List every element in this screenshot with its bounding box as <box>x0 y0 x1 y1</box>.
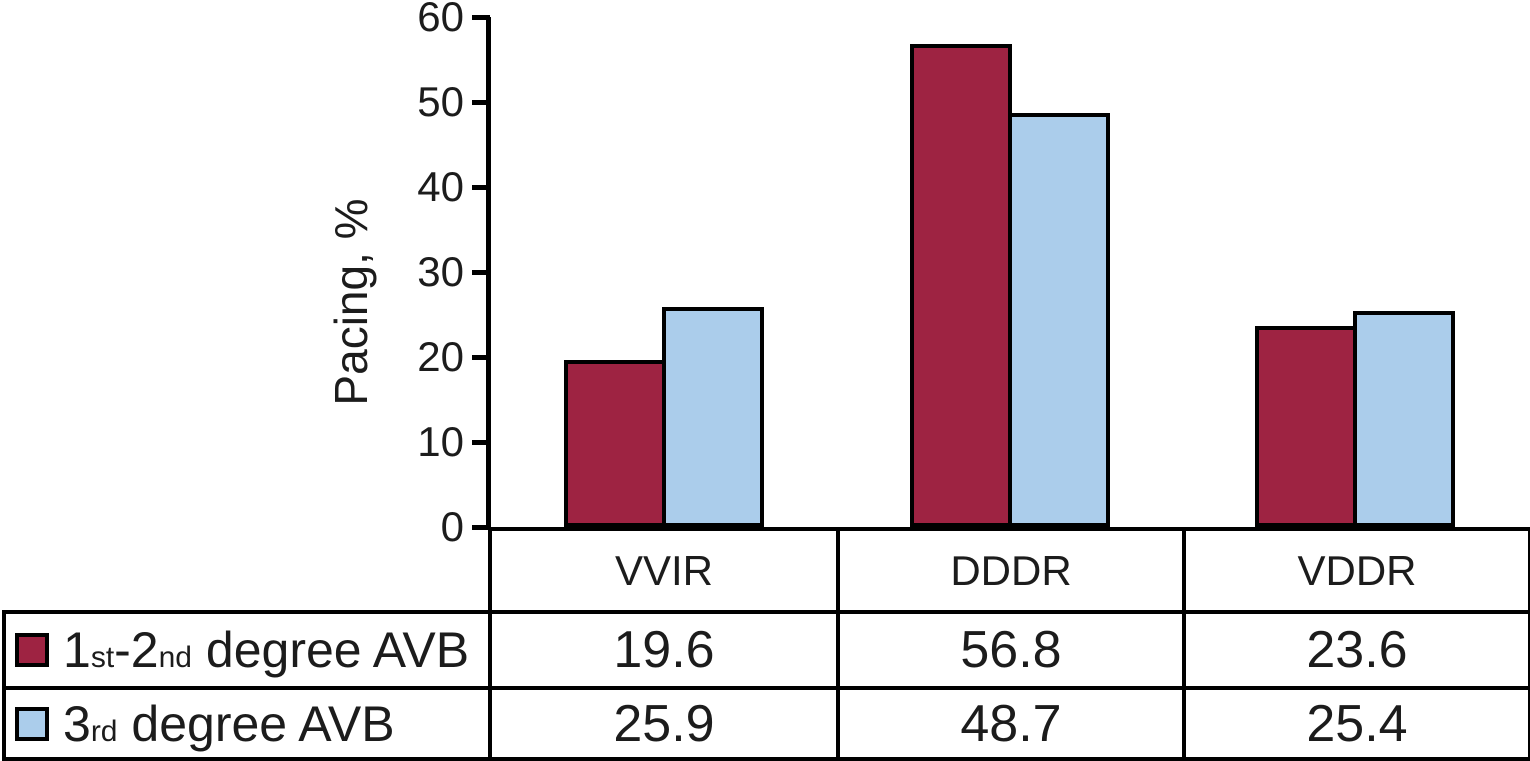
value-cell-series1-vddr: 23.6 <box>1182 610 1530 690</box>
category-header-dddr: DDDR <box>836 527 1186 614</box>
value-cell-series2-vvir: 25.9 <box>488 686 840 761</box>
legend-label-series1: 1st-2nd degree AVB <box>63 622 470 678</box>
category-header-vvir: VVIR <box>488 527 840 614</box>
y-tick-mark <box>472 270 490 275</box>
legend-swatch-icon <box>15 633 49 667</box>
legend-cell-series1: 1st-2nd degree AVB <box>2 610 492 690</box>
value-cell-series1-dddr: 56.8 <box>836 610 1186 690</box>
y-tick-mark <box>472 440 490 445</box>
y-tick-mark <box>472 525 490 530</box>
legend-cell-series2: 3rd degree AVB <box>2 686 492 761</box>
y-tick-label: 30 <box>417 248 464 295</box>
value-cell-series2-vddr: 25.4 <box>1182 686 1530 761</box>
y-tick-label: 20 <box>417 333 464 380</box>
value-cell-series2-dddr: 48.7 <box>836 686 1186 761</box>
legend-swatch-icon <box>15 706 49 741</box>
category-header-vddr: VDDR <box>1182 527 1530 614</box>
bar-series1-vvir <box>564 360 666 527</box>
legend-label-series2: 3rd degree AVB <box>63 695 395 752</box>
y-tick-label: 40 <box>417 163 464 210</box>
y-tick-mark <box>472 100 490 105</box>
legend-spacer <box>4 529 490 612</box>
y-tick-mark <box>472 15 490 20</box>
y-tick-label: 50 <box>417 78 464 125</box>
y-tick-label: 0 <box>440 503 464 550</box>
bar-series1-dddr <box>910 44 1012 527</box>
y-tick-label: 10 <box>417 418 464 465</box>
value-cell-series1-vvir: 19.6 <box>488 610 840 690</box>
plot-area <box>491 17 1528 527</box>
y-tick-mark <box>472 185 490 190</box>
y-tick-label: 60 <box>417 0 464 40</box>
bar-series1-vddr <box>1255 326 1357 527</box>
data-table: VVIR DDDR VDDR 1st-2nd degree AVB 19.6 56.8 23… <box>2 527 1530 761</box>
bar-series2-vddr <box>1353 311 1455 527</box>
bar-series2-vvir <box>662 307 764 527</box>
y-tick-mark <box>472 355 490 360</box>
bar-series2-dddr <box>1008 113 1110 527</box>
